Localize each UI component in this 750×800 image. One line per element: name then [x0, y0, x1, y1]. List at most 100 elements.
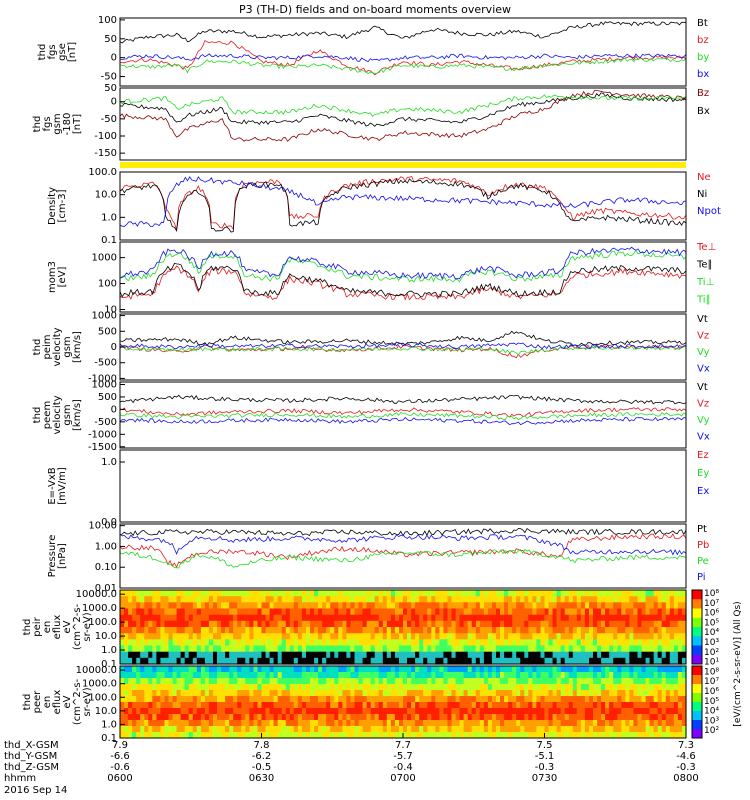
- spectrogram-cell: [386, 633, 392, 640]
- series-line-density-Ni: [119, 178, 687, 233]
- spectrogram-cell: [394, 720, 400, 727]
- spectrogram-cell: [249, 714, 254, 721]
- spectrogram-cell: [601, 708, 606, 715]
- spectrogram-cell: [475, 702, 481, 709]
- spectrogram-cell: [641, 702, 647, 709]
- spectrogram-cell: [188, 639, 194, 647]
- spectrogram-cell: [403, 696, 408, 703]
- spectrogram-cell: [293, 666, 299, 673]
- spectrogram-cell: [673, 596, 679, 603]
- spectrogram-cell: [564, 596, 570, 603]
- spectrogram-cell: [665, 602, 671, 610]
- spectrogram-cell: [589, 620, 594, 628]
- spectrogram-cell: [378, 678, 384, 685]
- spectrogram-cell: [180, 614, 186, 622]
- spectrogram-cell: [605, 672, 610, 679]
- spectrogram-cell: [637, 627, 643, 634]
- spectrogram-cell: [322, 633, 327, 640]
- spectrogram-cell: [374, 714, 380, 721]
- spectrogram-cell: [673, 651, 679, 659]
- spectrogram-cell: [487, 657, 493, 665]
- spectrogram-cell: [491, 657, 497, 665]
- spectrogram-cell: [508, 651, 513, 659]
- spectrogram-cell: [633, 645, 638, 653]
- spectrogram-cell: [273, 696, 279, 703]
- spectrogram-cell: [176, 633, 182, 640]
- spectrogram-cell: [245, 672, 250, 679]
- spectrogram-cell: [176, 620, 182, 628]
- spectrogram-cell: [221, 678, 226, 685]
- spectrogram-cell: [665, 657, 671, 665]
- spectrogram-cell: [633, 614, 638, 622]
- spectrogram-cell: [459, 608, 465, 616]
- spectrogram-cell: [399, 645, 404, 653]
- spectrogram-cell: [225, 614, 230, 622]
- spectrogram-cell: [378, 702, 384, 709]
- spectrogram-cell: [217, 608, 222, 616]
- spectrogram-cell: [431, 684, 436, 691]
- spectrogram-cell: [459, 627, 465, 634]
- spectrogram-cell: [148, 690, 153, 697]
- spectrogram-cell: [241, 602, 246, 610]
- spectrogram-cell: [253, 645, 258, 653]
- spectrogram-cell: [314, 678, 319, 685]
- spectrogram-cell: [528, 708, 533, 715]
- spectrogram-cell: [310, 651, 315, 659]
- spectrogram-cell: [148, 590, 153, 597]
- y-tick-label: 1000: [92, 379, 117, 390]
- spectrogram-cell: [661, 602, 667, 610]
- spectrogram-cell: [338, 720, 343, 727]
- spectrogram-cell: [148, 726, 153, 733]
- spectrogram-cell: [253, 602, 258, 610]
- spectrogram-cell: [128, 614, 133, 622]
- spectrogram-cell: [617, 684, 622, 691]
- spectrogram-cell: [540, 666, 546, 673]
- spectrogram-cell: [120, 614, 125, 622]
- spectrogram-cell: [245, 708, 250, 715]
- spectrogram-cell: [633, 651, 638, 659]
- spectrogram-cell: [597, 696, 602, 703]
- spectrogram-cell: [334, 633, 339, 640]
- spectrogram-cell: [200, 684, 206, 691]
- spectrogram-cell: [540, 651, 546, 659]
- spectrogram-cell: [176, 714, 182, 721]
- spectrogram-cell: [512, 651, 517, 659]
- spectrogram-cell: [200, 672, 206, 679]
- spectrogram-cell: [629, 720, 634, 727]
- spectrogram-cell: [682, 720, 687, 727]
- spectrogram-cell: [443, 651, 448, 659]
- spectrogram-cell: [411, 702, 416, 709]
- spectrogram-cell: [520, 645, 525, 653]
- spectrogram-cell: [350, 651, 355, 659]
- spectrogram-cell: [580, 620, 586, 628]
- spectrogram-cell: [544, 657, 550, 665]
- spectrogram-cell: [386, 645, 392, 653]
- spectrogram-cell: [152, 596, 157, 603]
- spectrogram-cell: [552, 690, 558, 697]
- spectrogram-cell: [593, 590, 598, 597]
- spectrogram-cell: [504, 608, 509, 616]
- spectrogram-cell: [475, 627, 481, 634]
- spectrogram-cell: [576, 684, 582, 691]
- spectrogram-cell: [330, 708, 335, 715]
- spectrogram-cell: [649, 639, 655, 647]
- spectrogram-cell: [200, 596, 206, 603]
- spectrogram-cell: [318, 666, 323, 673]
- spectrogram-cell: [386, 590, 392, 597]
- spectrogram-cell: [192, 590, 198, 597]
- spectrogram-cell: [504, 620, 509, 628]
- spectrogram-cell: [673, 714, 679, 721]
- y-axis-label: thd: [37, 44, 48, 61]
- y-tick-label: 1.0: [101, 719, 117, 730]
- spectrogram-cell: [382, 620, 388, 628]
- spectrogram-cell: [544, 696, 550, 703]
- spectrogram-cell: [516, 608, 521, 616]
- spectrogram-cell: [617, 657, 622, 665]
- spectrogram-cell: [682, 726, 687, 733]
- spectrogram-cell: [241, 672, 246, 679]
- spectrogram-cell: [144, 645, 149, 653]
- spectrogram-cell: [326, 620, 331, 628]
- spectrogram-cell: [532, 678, 537, 685]
- spectrogram-cell: [443, 726, 448, 733]
- spectrogram-cell: [390, 684, 396, 691]
